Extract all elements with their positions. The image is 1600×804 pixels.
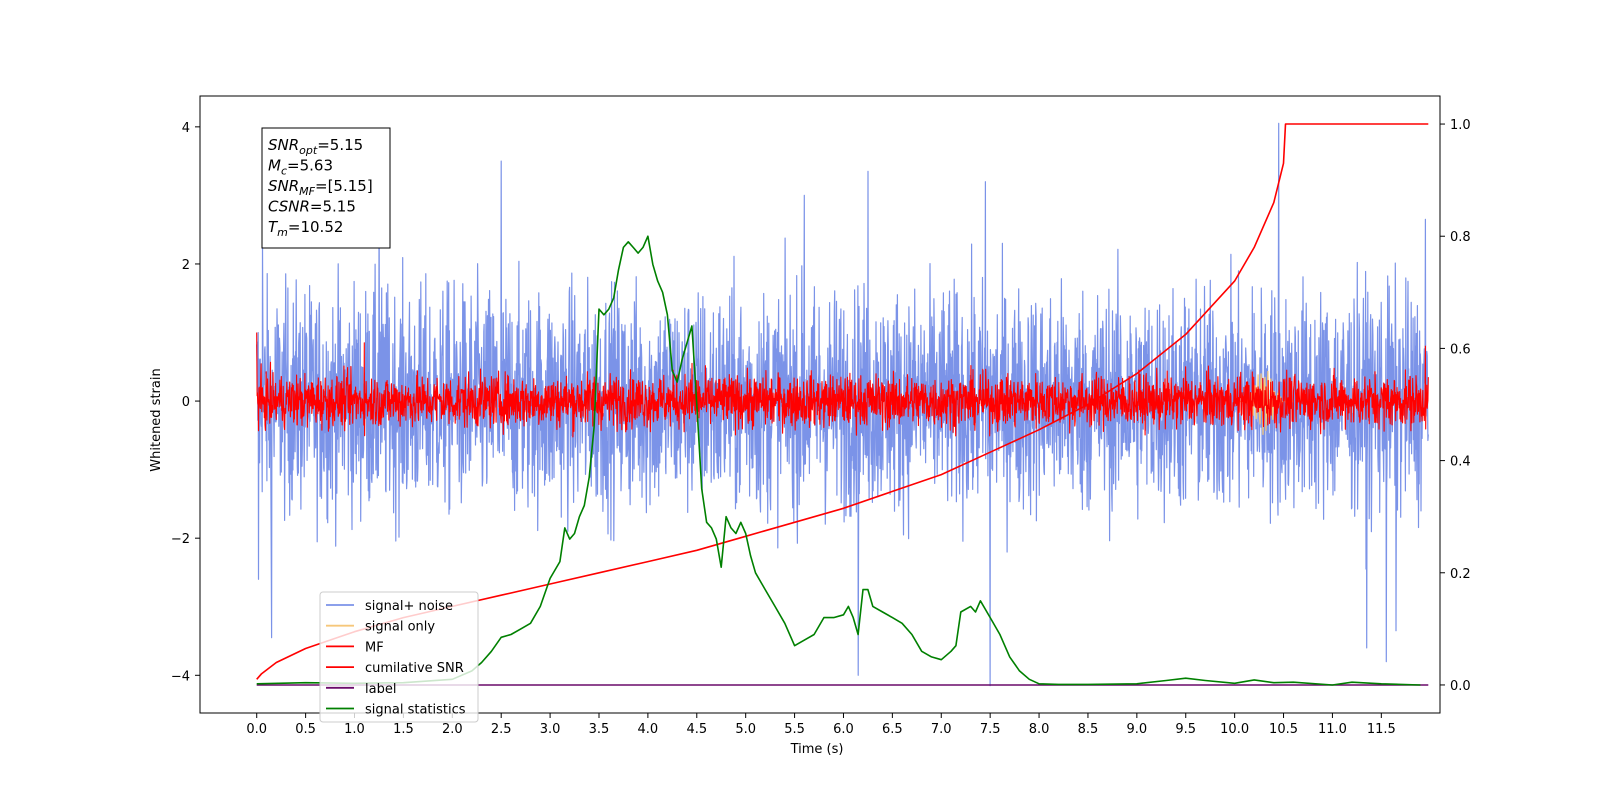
y2-tick-label: 0.8	[1450, 230, 1471, 245]
x-tick-label: 1.5	[393, 722, 414, 737]
plot-frame	[199, 95, 1441, 714]
x-tick-label: 6.5	[882, 722, 903, 737]
x-tick-label: 11.0	[1318, 722, 1347, 737]
y-tick-label: −2	[171, 532, 190, 547]
x-tick-label: 10.5	[1269, 722, 1298, 737]
y2-tick-label: 0.0	[1450, 679, 1471, 694]
y2-tick-label: 0.2	[1450, 567, 1471, 582]
annotation-line: SNRopt=5.15	[268, 136, 363, 157]
x-tick-label: 0.5	[295, 722, 316, 737]
annotation-line: Mc=5.63	[268, 157, 333, 178]
x-axis-ticks: 0.0 0.5 1.0 1.5 2.0 2.5 3.0 3.5 4.0 4.5 5.0 5.5 6.0 6…	[246, 713, 1396, 737]
x-tick-label: 7.5	[980, 722, 1001, 737]
y-tick-label: 4	[182, 121, 190, 136]
x-tick-label: 7.0	[931, 722, 952, 737]
x-tick-label: 4.5	[686, 722, 707, 737]
annotation-line: CSNR=5.15	[268, 198, 356, 216]
x-tick-label: 2.5	[491, 722, 512, 737]
x-tick-label: 11.5	[1367, 722, 1396, 737]
annotation-frame	[261, 127, 391, 249]
x-tick-label: 6.0	[833, 722, 854, 737]
y2-tick-label: 1.0	[1450, 118, 1471, 133]
x-tick-label: 5.5	[784, 722, 805, 737]
y2-tick-label: 0.4	[1450, 455, 1471, 470]
y-axis-label: Whitened strain	[149, 368, 164, 471]
x-tick-label: 1.0	[344, 722, 365, 737]
x-tick-label: 2.0	[442, 722, 463, 737]
y-axis-ticks: 4 2 0 −2 −4	[171, 121, 200, 684]
x-tick-label: 9.5	[1175, 722, 1196, 737]
x-tick-label: 3.5	[589, 722, 610, 737]
x-tick-label: 8.5	[1078, 722, 1099, 737]
legend: signal+ noise signal only MF cumilative SNR…	[319, 591, 479, 723]
legend-label: signal statistics	[365, 703, 466, 718]
legend-label: MF	[365, 640, 384, 655]
y-tick-label: 2	[182, 258, 190, 273]
x-tick-label: 3.0	[540, 722, 561, 737]
legend-frame	[319, 591, 479, 723]
x-tick-label: 4.0	[638, 722, 659, 737]
y-tick-label: −4	[171, 669, 190, 684]
x-tick-label: 5.0	[735, 722, 756, 737]
x-axis-label: Time (s)	[790, 742, 844, 757]
y2-axis-ticks: 1.0 0.8 0.6 0.4 0.2 0.0	[1440, 118, 1471, 694]
x-tick-label: 9.0	[1127, 722, 1148, 737]
y2-tick-label: 0.6	[1450, 342, 1471, 357]
x-tick-label: 10.0	[1220, 722, 1249, 737]
legend-label: cumilative SNR	[365, 661, 464, 676]
x-tick-label: 8.0	[1029, 722, 1050, 737]
legend-label: signal+ noise	[365, 599, 453, 614]
annotation-line: Tm=10.52	[268, 218, 343, 239]
annotation-line: SNRMF=[5.15]	[268, 177, 373, 198]
legend-label: label	[365, 682, 396, 697]
legend-label: signal only	[365, 620, 435, 635]
series-signal-noise-line	[256, 122, 1429, 687]
series-signal-statistics-line	[256, 235, 1421, 686]
x-tick-label: 0.0	[246, 722, 267, 737]
y-tick-label: 0	[182, 395, 190, 410]
series-mf-line	[256, 332, 1429, 438]
